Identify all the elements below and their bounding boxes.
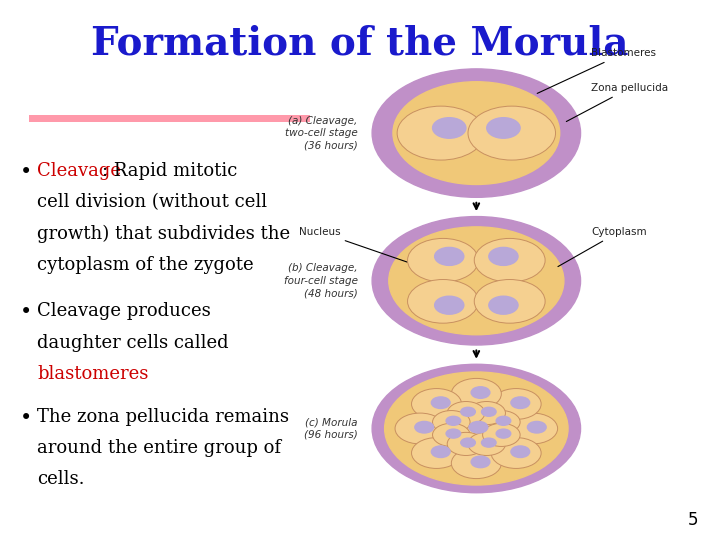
Circle shape xyxy=(397,106,485,160)
Circle shape xyxy=(471,456,490,468)
Text: 5: 5 xyxy=(688,511,698,529)
Text: (a) Cleavage,
two-cell stage
(36 hours): (a) Cleavage, two-cell stage (36 hours) xyxy=(285,116,358,151)
Text: Formation of the Morula: Formation of the Morula xyxy=(91,24,629,62)
Text: daughter cells called: daughter cells called xyxy=(37,334,229,352)
Circle shape xyxy=(451,413,501,444)
Circle shape xyxy=(461,438,475,447)
Text: cell division (without cell: cell division (without cell xyxy=(37,193,268,211)
Text: •: • xyxy=(20,408,32,428)
Circle shape xyxy=(433,423,470,447)
Circle shape xyxy=(482,438,496,447)
Text: cytoplasm of the zygote: cytoplasm of the zygote xyxy=(37,256,254,274)
Circle shape xyxy=(446,429,461,438)
Circle shape xyxy=(435,296,464,314)
Text: growth) that subdivides the: growth) that subdivides the xyxy=(37,225,291,243)
Text: cells.: cells. xyxy=(37,470,85,488)
Circle shape xyxy=(511,397,530,408)
Text: (c) Morula
(96 hours): (c) Morula (96 hours) xyxy=(304,417,358,440)
Circle shape xyxy=(496,416,510,426)
Circle shape xyxy=(482,410,520,434)
Circle shape xyxy=(431,446,450,457)
Circle shape xyxy=(433,118,466,138)
Circle shape xyxy=(508,413,557,444)
Circle shape xyxy=(496,429,510,438)
Circle shape xyxy=(468,106,556,160)
Text: around the entire group of: around the entire group of xyxy=(37,439,282,457)
Circle shape xyxy=(487,118,520,138)
Circle shape xyxy=(412,437,462,468)
Circle shape xyxy=(372,217,580,345)
Circle shape xyxy=(372,69,580,197)
Circle shape xyxy=(451,448,501,478)
Circle shape xyxy=(408,280,478,323)
Circle shape xyxy=(393,82,559,185)
Circle shape xyxy=(469,421,488,433)
Circle shape xyxy=(431,397,450,408)
Circle shape xyxy=(528,421,546,433)
Circle shape xyxy=(482,423,520,447)
Text: •: • xyxy=(20,302,32,322)
Circle shape xyxy=(412,389,462,420)
Text: Cleavage: Cleavage xyxy=(37,162,122,180)
Text: •: • xyxy=(20,162,32,182)
FancyBboxPatch shape xyxy=(29,115,310,122)
Circle shape xyxy=(415,421,433,433)
Text: Zona pellucida: Zona pellucida xyxy=(567,83,668,122)
Text: Cleavage produces: Cleavage produces xyxy=(37,302,211,320)
Circle shape xyxy=(451,379,501,409)
Circle shape xyxy=(489,247,518,265)
Circle shape xyxy=(482,407,496,416)
Circle shape xyxy=(511,446,530,457)
Circle shape xyxy=(435,247,464,265)
Circle shape xyxy=(372,364,580,492)
Text: Cytoplasm: Cytoplasm xyxy=(558,227,647,267)
Circle shape xyxy=(471,387,490,399)
Circle shape xyxy=(384,372,568,485)
Circle shape xyxy=(468,433,505,455)
Text: blastomeres: blastomeres xyxy=(37,365,149,383)
Circle shape xyxy=(446,416,461,426)
Circle shape xyxy=(447,433,485,455)
Circle shape xyxy=(389,227,564,335)
Circle shape xyxy=(474,280,545,323)
Text: (b) Cleavage,
four-cell stage
(48 hours): (b) Cleavage, four-cell stage (48 hours) xyxy=(284,264,358,298)
Text: Blastomeres: Blastomeres xyxy=(537,49,656,93)
Circle shape xyxy=(491,437,541,468)
Circle shape xyxy=(461,407,475,416)
Circle shape xyxy=(447,402,485,424)
Circle shape xyxy=(395,413,445,444)
Text: : Rapid mitotic: : Rapid mitotic xyxy=(102,162,237,180)
Circle shape xyxy=(408,239,478,282)
Circle shape xyxy=(489,296,518,314)
Circle shape xyxy=(433,410,470,434)
Circle shape xyxy=(468,402,505,424)
Text: The zona pellucida remains: The zona pellucida remains xyxy=(37,408,289,426)
Circle shape xyxy=(491,389,541,420)
Text: Nucleus: Nucleus xyxy=(300,227,422,267)
Circle shape xyxy=(474,239,545,282)
